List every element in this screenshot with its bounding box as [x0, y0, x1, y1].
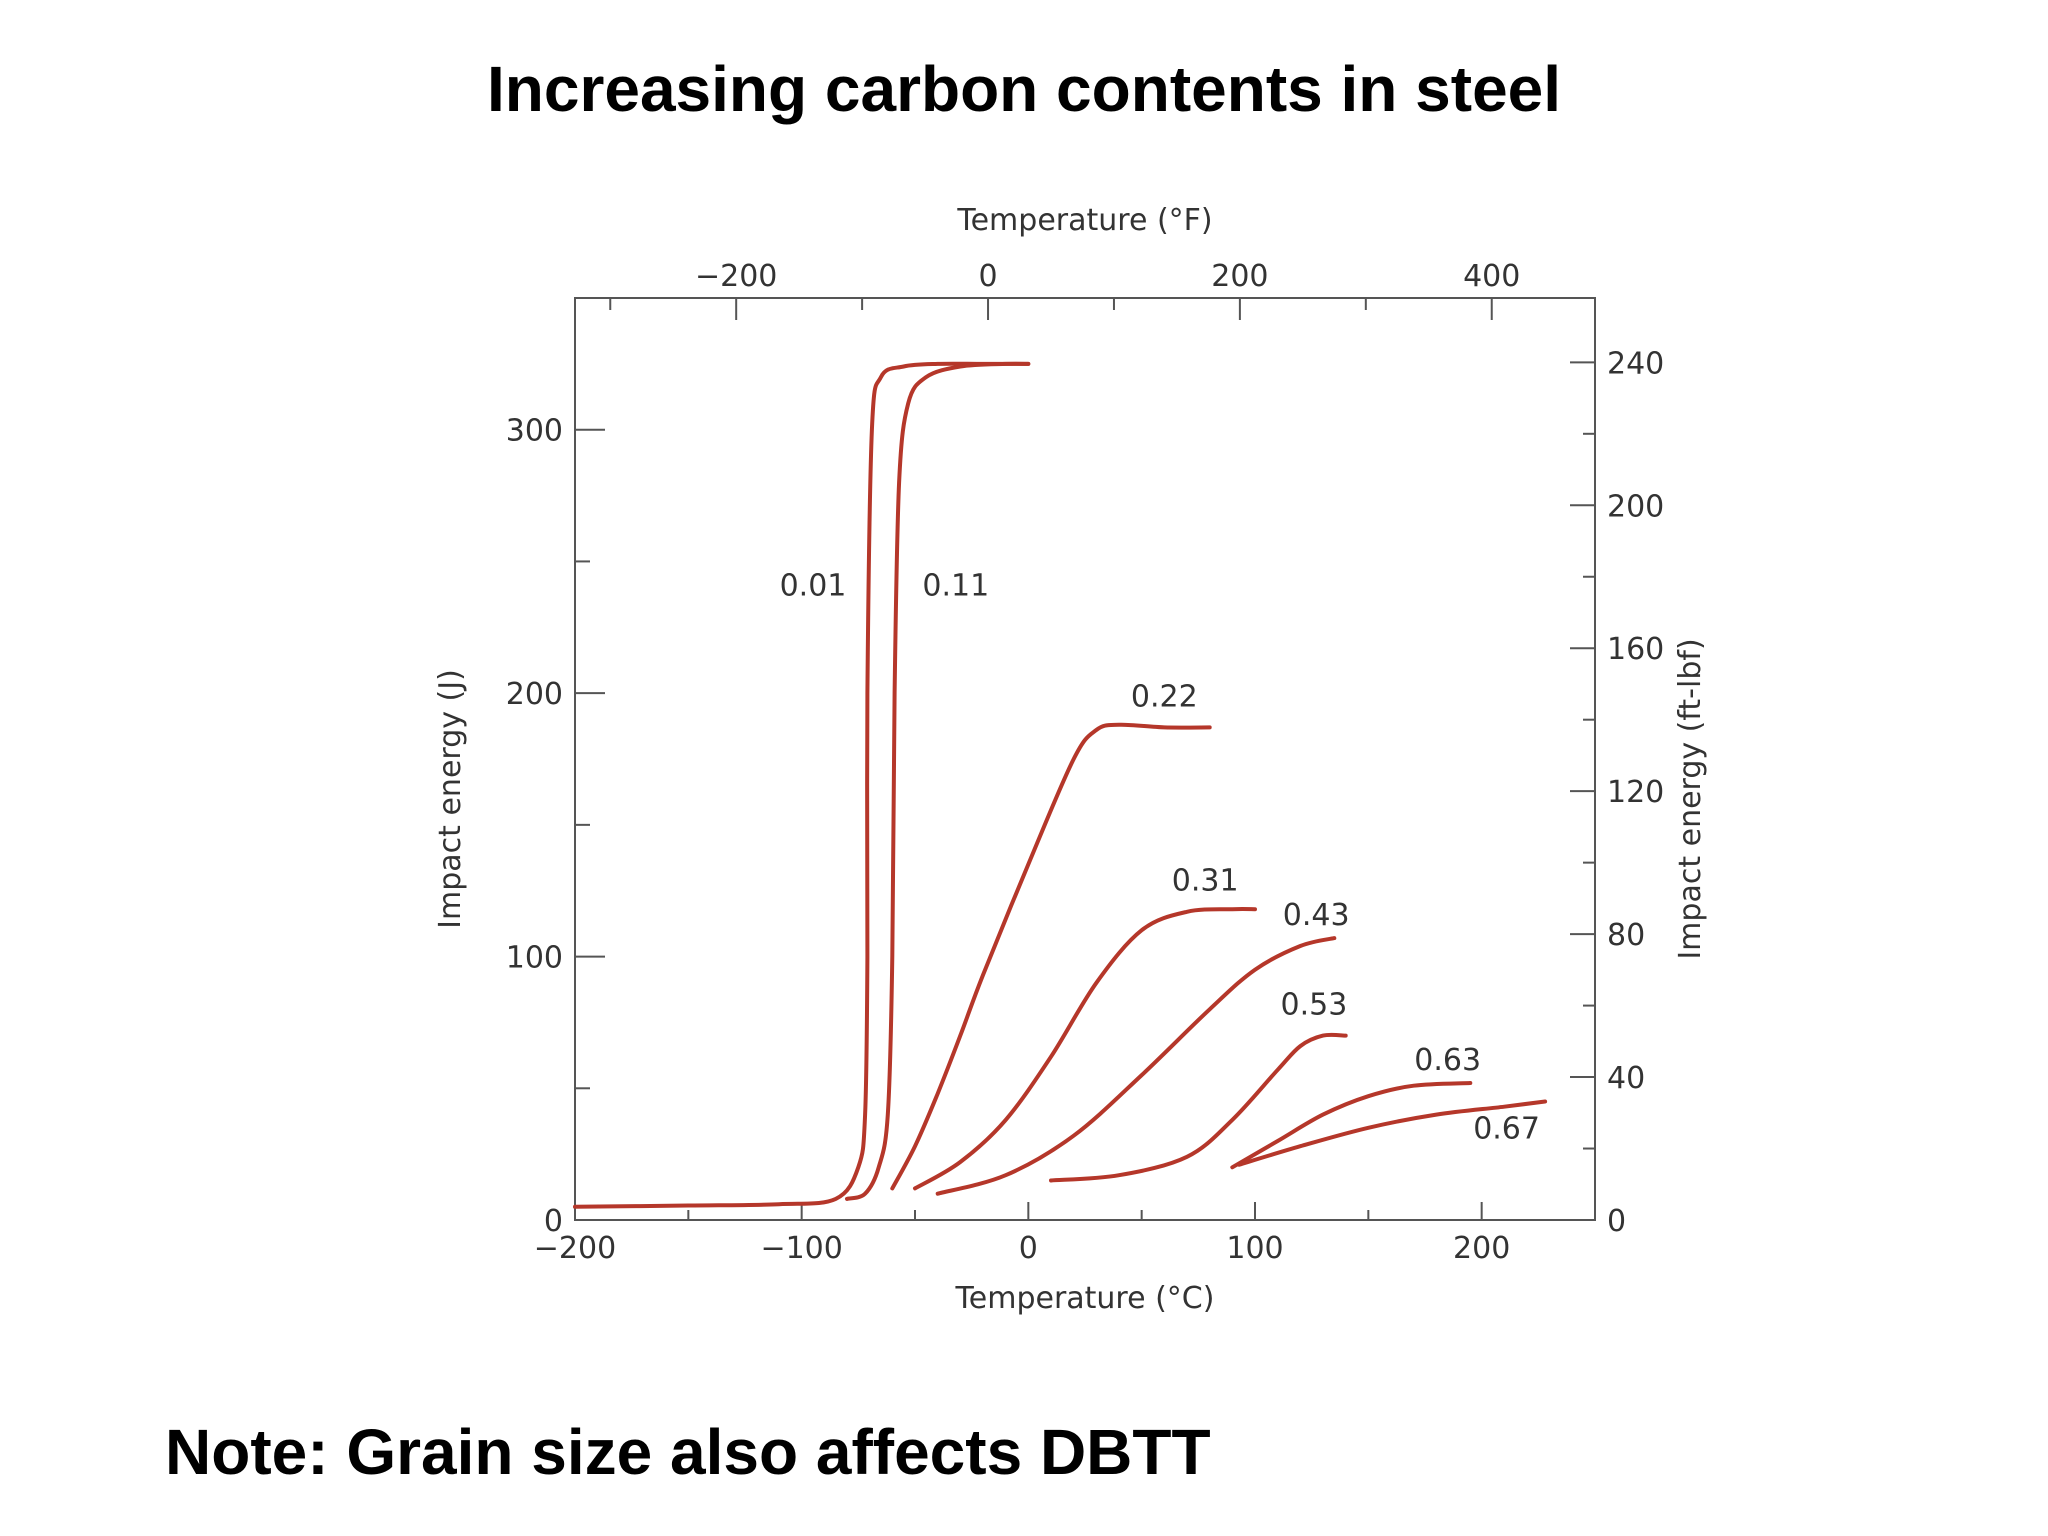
ticks-layer	[574, 297, 1596, 1221]
x-axis-label: Temperature (°C)	[955, 1281, 1215, 1316]
y-tick-label: 0	[544, 1204, 563, 1239]
series-line-0-01	[573, 361, 1031, 1209]
series-label-0-22: 0.22	[1131, 679, 1198, 714]
series-line-0-11	[845, 361, 1031, 1201]
series-line-0-31	[913, 906, 1257, 1191]
y-tick-label: 200	[506, 677, 563, 712]
y2-axis-label: Impact energy (ft-lbf)	[1673, 638, 1708, 959]
plot-frame	[574, 297, 1596, 1221]
series-line-0-67	[1237, 1099, 1548, 1167]
y2-tick-label: 0	[1607, 1204, 1626, 1239]
x2-tick-label: −200	[695, 259, 777, 294]
y2-tick-label: 200	[1607, 489, 1664, 524]
x-tick-label: 0	[1019, 1231, 1038, 1266]
y-tick-label: 300	[506, 414, 563, 449]
y2-tick-label: 40	[1607, 1061, 1645, 1096]
y2-tick-label: 240	[1607, 346, 1664, 381]
x-tick-label: 100	[1226, 1231, 1283, 1266]
series-label-0-11: 0.11	[922, 569, 989, 604]
series-line-0-53	[1049, 1032, 1348, 1183]
x2-axis-label: Temperature (°F)	[956, 203, 1212, 238]
series-layer	[573, 361, 1548, 1209]
series-label-0-01: 0.01	[780, 569, 847, 604]
series-label-0-53: 0.53	[1281, 988, 1348, 1023]
slide-title: Increasing carbon contents in steel	[486, 53, 1562, 125]
axes-layer	[574, 297, 1596, 1221]
slide-note: Note: Grain size also affects DBTT	[165, 1416, 1211, 1488]
y2-tick-label: 160	[1607, 632, 1664, 667]
series-label-0-31: 0.31	[1172, 864, 1239, 899]
x-tick-label: 200	[1453, 1231, 1510, 1266]
x2-tick-label: 400	[1463, 259, 1520, 294]
y-axis-label: Impact energy (J)	[433, 669, 468, 929]
y2-tick-label: 80	[1607, 918, 1645, 953]
series-line-0-63	[1230, 1081, 1473, 1170]
x-tick-label: −100	[760, 1231, 842, 1266]
series-label-0-67: 0.67	[1473, 1111, 1540, 1146]
x2-tick-label: 200	[1211, 259, 1268, 294]
y-tick-label: 100	[506, 941, 563, 976]
y2-tick-label: 120	[1607, 775, 1664, 810]
series-line-0-43	[935, 936, 1337, 1196]
x2-tick-label: 0	[978, 259, 997, 294]
series-line-0-22	[890, 722, 1212, 1191]
series-label-0-43: 0.43	[1283, 898, 1350, 933]
x-tick-label: −200	[534, 1231, 616, 1266]
series-label-0-63: 0.63	[1414, 1043, 1481, 1078]
